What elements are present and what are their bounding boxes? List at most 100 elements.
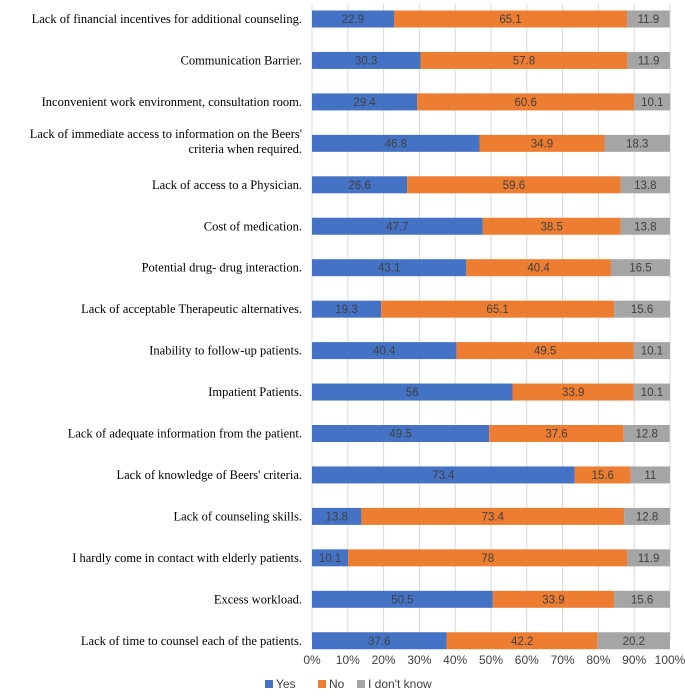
bar-segment bbox=[312, 259, 467, 277]
category-label: Potential drug- drug interaction. bbox=[142, 261, 302, 275]
data-label: 29.4 bbox=[353, 97, 376, 109]
category-label: Lack of financial incentives for additio… bbox=[32, 12, 302, 26]
bar-segment bbox=[627, 549, 670, 567]
data-label: 37.6 bbox=[368, 636, 390, 648]
x-tick-label: 70% bbox=[551, 653, 575, 667]
bar-segment bbox=[627, 10, 670, 28]
x-axis-ticks: 0% 10% 20% 30% 40% 50% 60% 70% 80% 90% 100% bbox=[303, 653, 685, 667]
data-labels: 22.9 65.1 11.9 30.3 57.8 11.9 29.4 60.6 10.1 46.8… bbox=[319, 14, 664, 648]
data-label: 60.6 bbox=[515, 97, 537, 109]
x-tick-label: 80% bbox=[586, 653, 610, 667]
bar-segment bbox=[604, 134, 670, 152]
data-label: 34.9 bbox=[531, 138, 553, 150]
bar-segment bbox=[312, 176, 408, 194]
x-tick-label: 20% bbox=[372, 653, 396, 667]
data-label: 13.8 bbox=[326, 511, 348, 523]
bar-segment bbox=[312, 134, 480, 152]
bar-segment bbox=[407, 176, 621, 194]
legend-label: No bbox=[329, 677, 345, 691]
data-label: 15.6 bbox=[631, 304, 653, 316]
data-label: 22.9 bbox=[342, 14, 364, 26]
legend-swatch bbox=[318, 680, 326, 688]
legend-label: Yes bbox=[276, 677, 296, 691]
data-label: 10.1 bbox=[641, 97, 663, 109]
bar-segment bbox=[417, 93, 635, 111]
category-label: Inconvenient work environment, consultat… bbox=[42, 95, 302, 109]
bar-segment bbox=[348, 549, 628, 567]
bar-segment bbox=[620, 217, 670, 235]
category-label: Inability to follow-up patients. bbox=[149, 344, 302, 358]
data-label: 73.4 bbox=[482, 511, 505, 523]
data-label: 40.4 bbox=[373, 346, 396, 358]
bar-segment bbox=[479, 134, 605, 152]
bar-segment bbox=[623, 425, 670, 442]
bar-segment bbox=[630, 466, 670, 484]
data-label: 10.1 bbox=[641, 387, 663, 399]
category-label: Excess workload. bbox=[214, 592, 302, 606]
category-label: Lack of time to counsel each of the pati… bbox=[81, 634, 302, 648]
legend-swatch bbox=[357, 680, 365, 688]
bar-segment bbox=[312, 632, 447, 650]
bar-segment bbox=[381, 300, 615, 318]
x-tick-label: 90% bbox=[622, 653, 646, 667]
data-label: 40.4 bbox=[527, 263, 550, 275]
x-tick-label: 50% bbox=[479, 653, 503, 667]
category-label: Cost of medication. bbox=[204, 219, 302, 233]
x-tick-label: 0% bbox=[303, 653, 321, 667]
data-label: 15.6 bbox=[592, 470, 614, 482]
bar-segment bbox=[446, 632, 598, 650]
bar-segment bbox=[312, 300, 382, 318]
data-label: 26.6 bbox=[348, 180, 370, 192]
bar-segment bbox=[312, 425, 490, 442]
category-label: criteria when required. bbox=[189, 142, 302, 156]
data-label: 65.1 bbox=[486, 304, 508, 316]
bar-segment bbox=[614, 590, 670, 608]
data-label: 13.8 bbox=[634, 180, 656, 192]
category-label: Lack of access to a Physician. bbox=[152, 178, 302, 192]
x-tick-label: 10% bbox=[336, 653, 360, 667]
bar-segment bbox=[312, 51, 421, 69]
data-label: 18.3 bbox=[626, 138, 648, 150]
data-label: 16.5 bbox=[629, 263, 651, 275]
category-labels: Lack of financial incentives for additio… bbox=[30, 12, 302, 648]
category-label: I hardly come in contact with elderly pa… bbox=[72, 551, 302, 565]
bar-segment bbox=[312, 342, 457, 360]
data-label: 37.6 bbox=[545, 429, 567, 441]
bar-segment bbox=[312, 217, 483, 235]
data-label: 73.4 bbox=[432, 470, 455, 482]
data-label: 33.9 bbox=[542, 594, 564, 606]
bar-segment bbox=[633, 342, 670, 360]
legend-swatch bbox=[265, 680, 273, 688]
legend: Yes No I don't know bbox=[265, 677, 432, 691]
bar-segment bbox=[393, 10, 628, 28]
data-label: 65.1 bbox=[499, 14, 521, 26]
bar-segment bbox=[312, 549, 349, 567]
bar-segment bbox=[620, 176, 670, 194]
bar-segment bbox=[456, 342, 634, 360]
bar-segment bbox=[574, 466, 631, 484]
data-label: 12.8 bbox=[636, 429, 658, 441]
data-label: 46.8 bbox=[385, 138, 407, 150]
data-label: 42.2 bbox=[511, 636, 533, 648]
category-label: Lack of immediate access to information … bbox=[30, 127, 302, 141]
category-label: Communication Barrier. bbox=[180, 53, 302, 67]
data-label: 12.8 bbox=[636, 511, 658, 523]
bar-segment bbox=[634, 93, 671, 111]
data-label: 50.5 bbox=[391, 594, 413, 606]
bar-segment bbox=[420, 51, 628, 69]
data-label: 49.5 bbox=[534, 346, 556, 358]
data-label: 11.9 bbox=[638, 14, 660, 26]
data-label: 33.9 bbox=[562, 387, 584, 399]
bar-segment bbox=[610, 259, 670, 277]
category-label: Lack of acceptable Therapeutic alternati… bbox=[81, 302, 302, 316]
data-label: 11 bbox=[644, 470, 656, 482]
bar-segment bbox=[312, 93, 418, 111]
bar-segment bbox=[312, 383, 513, 401]
data-label: 10.1 bbox=[641, 346, 663, 358]
bar-segment bbox=[482, 217, 621, 235]
bar-segment bbox=[312, 590, 493, 608]
data-label: 59.6 bbox=[503, 180, 525, 192]
data-label: 15.6 bbox=[631, 594, 653, 606]
bar-segment bbox=[597, 632, 670, 650]
